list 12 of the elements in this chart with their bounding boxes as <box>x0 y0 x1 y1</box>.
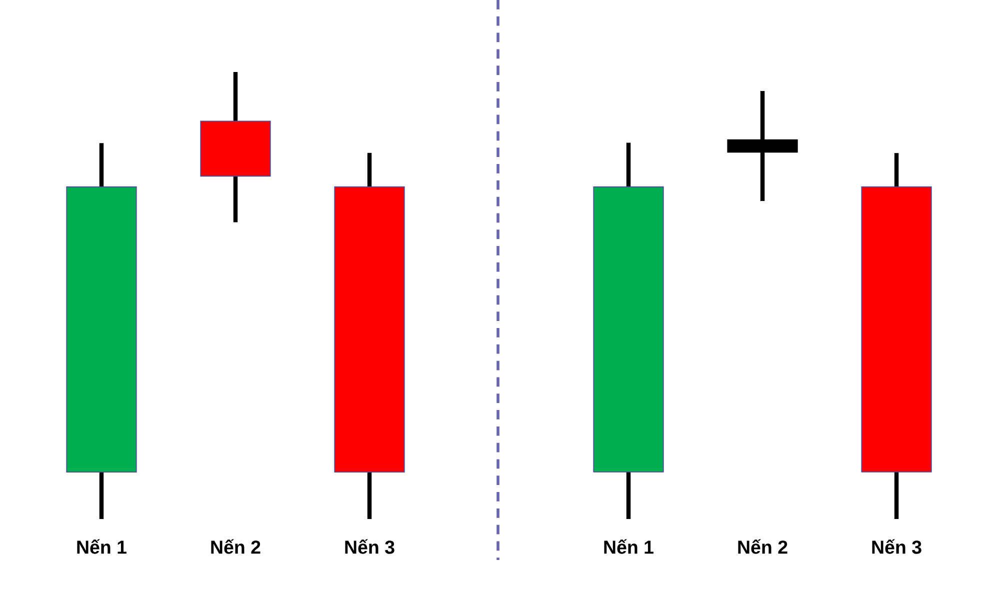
x-tick-label: Nến 2 <box>738 539 788 554</box>
candlestick <box>200 72 271 222</box>
candlestick <box>727 90 798 201</box>
candlestick <box>861 153 932 519</box>
x-tick-label: Nến 3 <box>345 539 394 554</box>
x-tick-label: Nến 3 <box>872 539 922 554</box>
candlestick <box>593 142 664 519</box>
x-tick-label: Nến 1 <box>77 539 126 554</box>
x-tick-label: Nến 1 <box>604 539 654 554</box>
candlestick <box>66 143 137 519</box>
x-tick-label: Nến 2 <box>211 539 260 554</box>
candlestick <box>334 152 405 519</box>
